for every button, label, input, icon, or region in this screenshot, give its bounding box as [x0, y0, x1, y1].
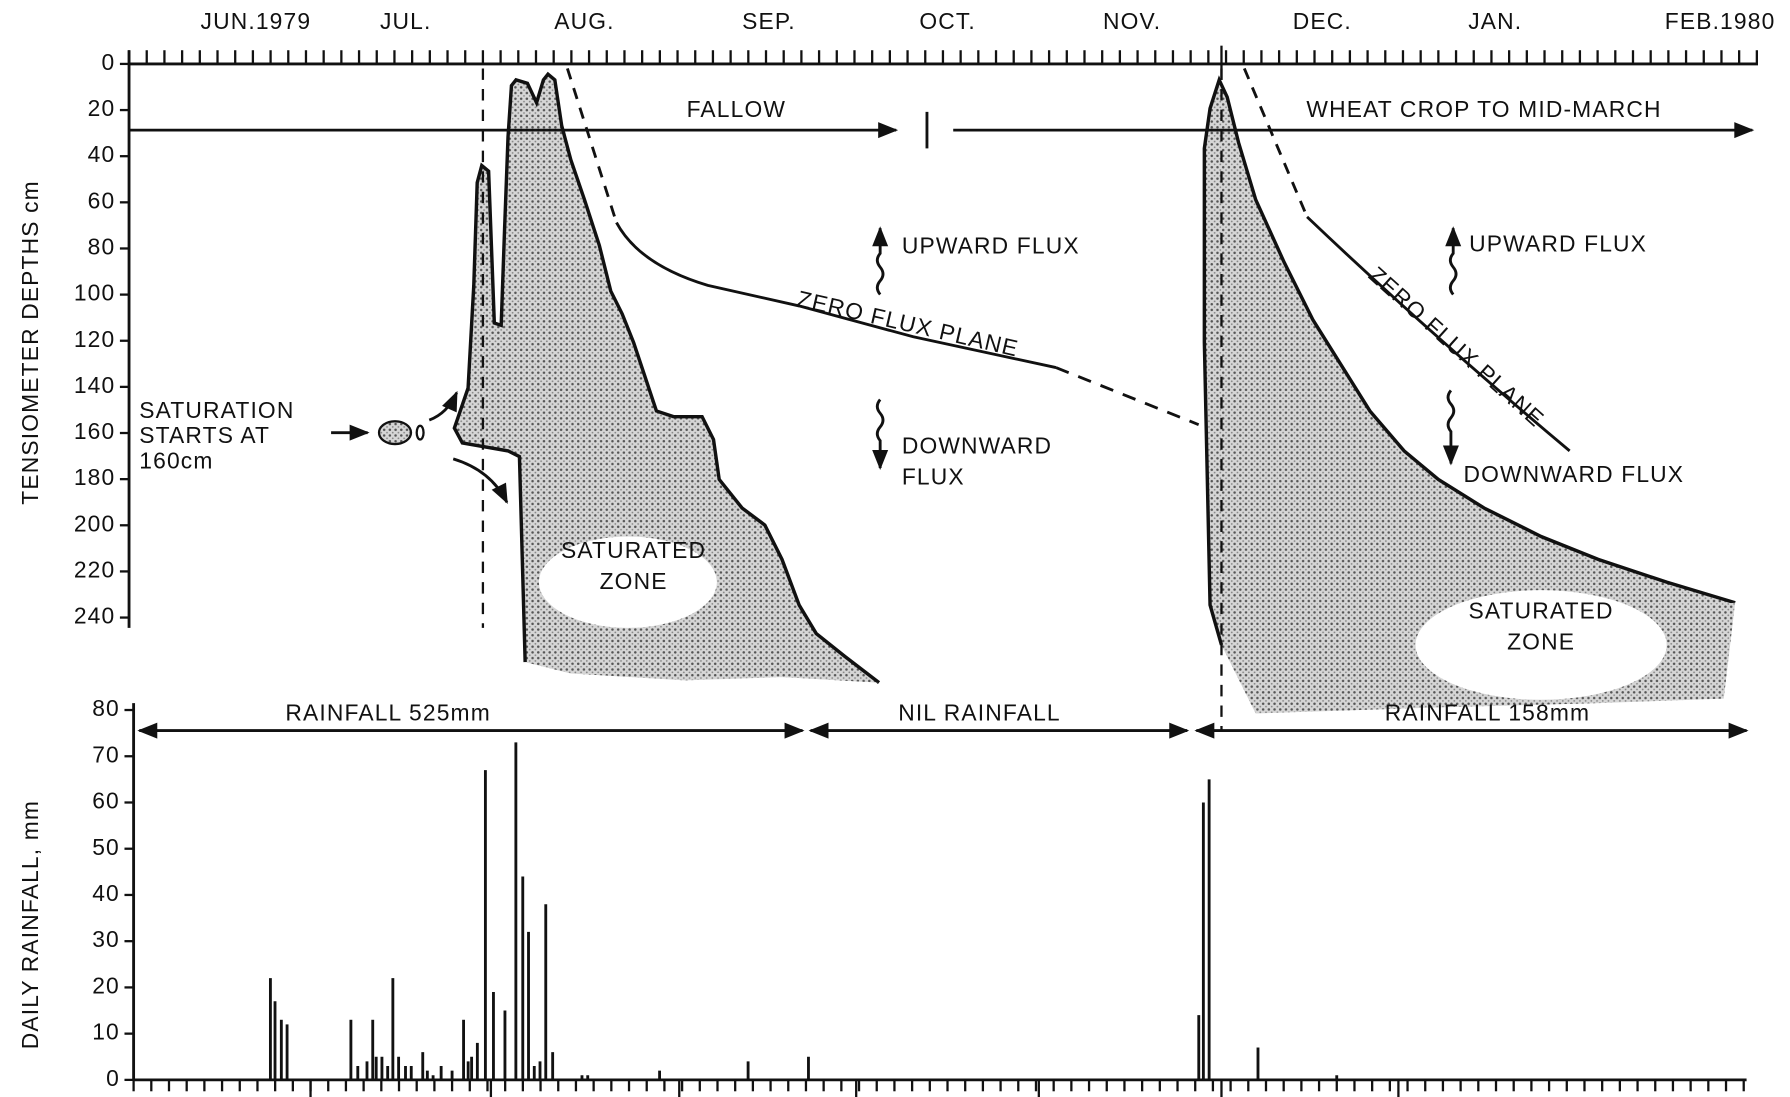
annotation: UPWARD FLUX [1469, 230, 1647, 256]
y-tick-label: 180 [74, 464, 116, 490]
y-tick-label: 0 [106, 1065, 120, 1091]
zero-flux-dashed [566, 68, 618, 224]
annotation: 160cm [139, 447, 213, 473]
annotation: DOWNWARD [902, 433, 1052, 459]
annotation: WHEAT CROP TO MID-MARCH [1306, 96, 1661, 122]
y-tick-label: 140 [74, 372, 116, 398]
annotation: FALLOW [687, 96, 786, 122]
annotation: ZONE [600, 568, 668, 594]
x-tick-label: JUN.1979 [201, 8, 312, 34]
label-bg [1415, 590, 1667, 700]
y-tick-label: 220 [74, 556, 116, 582]
x-tick-label: AUG. [554, 8, 614, 34]
flux-arrow [1445, 226, 1462, 296]
y-tick-label: 30 [92, 926, 120, 952]
annotation: ZERO FLUX PLANE [795, 285, 1021, 361]
y-tick-label: 100 [74, 280, 116, 306]
label-bg [538, 536, 717, 628]
x-tick-label: SEP. [742, 8, 796, 34]
saturated-zone-fill [525, 662, 880, 683]
pointer-arrow [428, 390, 458, 422]
annotation: ZERO FLUX PLANE [1364, 261, 1550, 432]
x-tick-label: FEB.1980 [1665, 8, 1776, 34]
annotation: ZONE [1507, 628, 1575, 654]
annotation: RAINFALL 158mm [1385, 700, 1590, 726]
y-tick-label: 20 [88, 95, 116, 121]
y-tick-label: 240 [74, 603, 116, 629]
saturated-zone [1202, 75, 1736, 646]
blob [377, 420, 413, 446]
saturated-zone [452, 71, 881, 684]
y-tick-label: 120 [74, 326, 116, 352]
y-tick-label: 50 [92, 834, 120, 860]
y-tick-label: 40 [88, 141, 116, 167]
y-tick-label: 80 [88, 234, 116, 260]
zero-flux-plane [1306, 215, 1571, 452]
pointer-arrow [452, 457, 509, 505]
zero-flux-plane [615, 221, 1057, 369]
annotation: SATURATION [139, 397, 294, 423]
y-tick-label: 160 [74, 418, 116, 444]
annotation: UPWARD FLUX [902, 233, 1080, 259]
y-tick-label: 200 [74, 510, 116, 536]
flux-arrow [1442, 389, 1459, 466]
zero-flux-dashed [1055, 366, 1200, 426]
zero-flux-dashed [1242, 67, 1309, 218]
x-tick-label: DEC. [1293, 8, 1352, 34]
annotation: FLUX [902, 463, 965, 489]
y-axis-label: TENSIOMETER DEPTHS cm [17, 180, 43, 505]
annotation: SATURATED [561, 537, 706, 563]
y-tick-label: 80 [92, 695, 120, 721]
saturated-zones [377, 71, 1736, 714]
flux-arrow [872, 398, 889, 471]
y-tick-label: 40 [92, 880, 120, 906]
annotation: SATURATED [1469, 597, 1614, 623]
y-tick-label: 70 [92, 741, 120, 767]
flux-lines [129, 67, 1755, 739]
x-tick-label: OCT. [919, 8, 976, 34]
x-tick-label: JUL. [380, 8, 432, 34]
annotation: NIL RAINFALL [898, 700, 1061, 726]
annotation: DOWNWARD FLUX [1463, 461, 1684, 487]
y-tick-label: 0 [101, 49, 115, 75]
annotation: RAINFALL 525mm [285, 700, 490, 726]
y-tick-label: 10 [92, 1019, 120, 1045]
annotation: STARTS AT [139, 422, 270, 448]
y-axis-label: DAILY RAINFALL, mm [17, 800, 43, 1049]
blob [415, 424, 425, 441]
x-tick-label: JAN. [1468, 8, 1522, 34]
x-tick-label: NOV. [1103, 8, 1161, 34]
y-tick-label: 60 [92, 788, 120, 814]
y-tick-label: 20 [92, 972, 120, 998]
flux-arrow [872, 226, 889, 296]
y-tick-label: 60 [88, 187, 116, 213]
